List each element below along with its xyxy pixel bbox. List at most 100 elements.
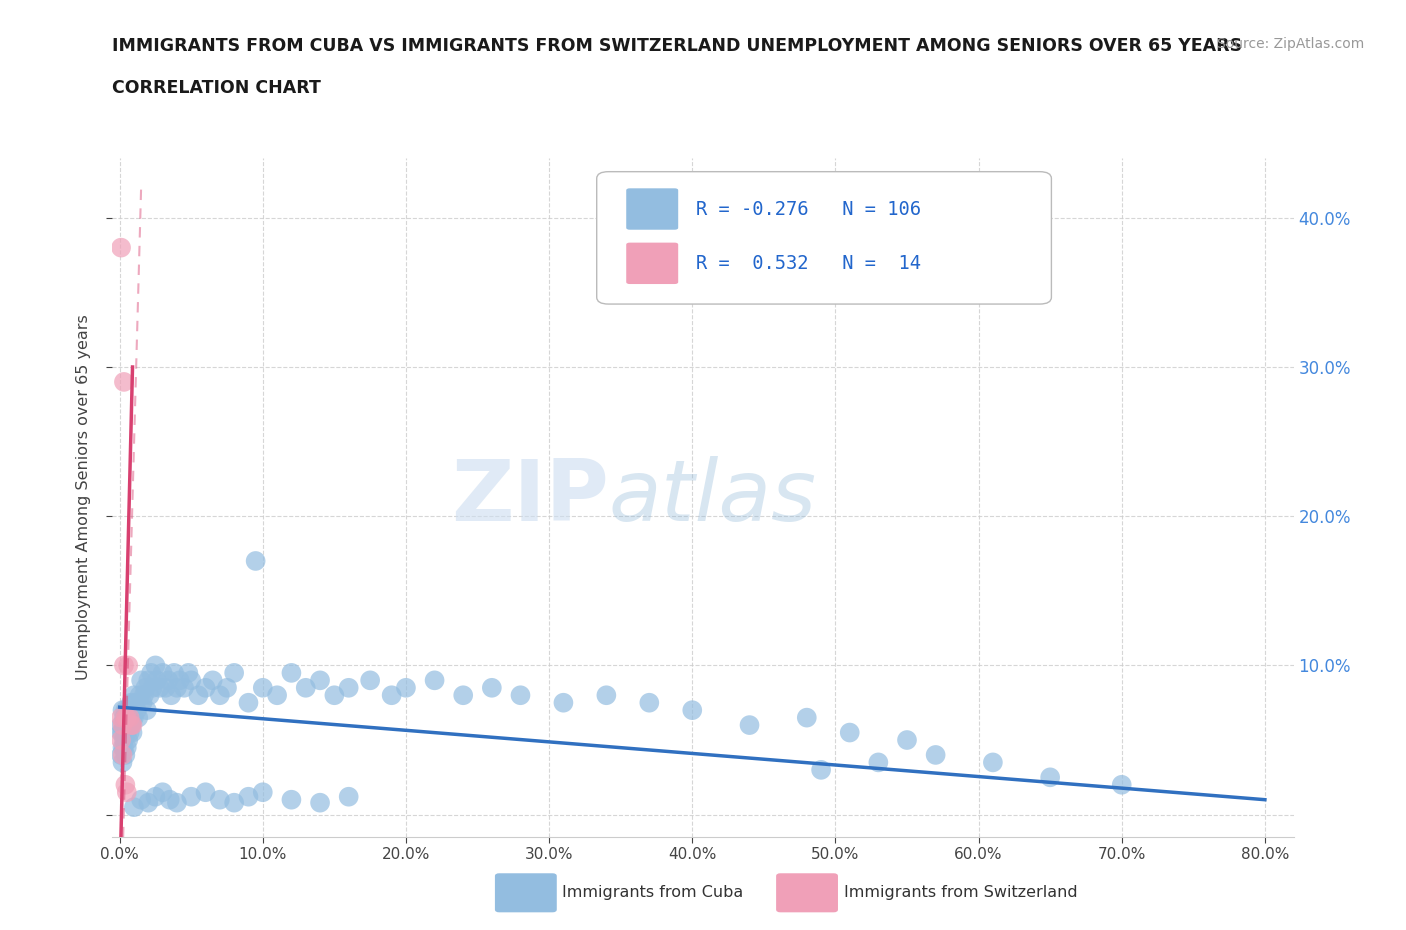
Point	[509, 688, 531, 703]
Point	[112, 375, 135, 390]
Point	[122, 800, 145, 815]
Point	[309, 795, 332, 810]
Point	[114, 703, 136, 718]
Point	[136, 673, 159, 688]
Point	[115, 711, 138, 725]
Point	[134, 681, 156, 696]
Point	[160, 688, 183, 703]
Point	[111, 725, 134, 740]
Point	[796, 711, 818, 725]
Point	[681, 703, 703, 718]
Point	[121, 711, 143, 725]
Point	[423, 673, 446, 688]
Text: CORRELATION CHART: CORRELATION CHART	[112, 79, 322, 97]
Point	[114, 711, 136, 725]
Point	[157, 673, 180, 688]
Point	[224, 666, 246, 681]
Point	[152, 666, 174, 681]
Point	[252, 785, 274, 800]
Point	[110, 718, 132, 733]
Point	[238, 790, 260, 804]
Point	[810, 763, 832, 777]
Point	[136, 795, 159, 810]
Point	[111, 718, 134, 733]
Point	[129, 673, 152, 688]
Point	[121, 725, 143, 740]
Point	[111, 740, 134, 755]
Text: Immigrants from Switzerland: Immigrants from Switzerland	[844, 885, 1077, 900]
Point	[127, 711, 149, 725]
Point	[122, 688, 145, 703]
Text: R = -0.276   N = 106: R = -0.276 N = 106	[696, 200, 921, 219]
Point	[169, 673, 191, 688]
Point	[149, 681, 172, 696]
Point	[111, 748, 134, 763]
Point	[115, 711, 138, 725]
Point	[145, 790, 167, 804]
Point	[309, 673, 332, 688]
Point	[337, 681, 360, 696]
Point	[120, 696, 142, 711]
Point	[110, 733, 132, 748]
Point	[173, 681, 195, 696]
Point	[110, 711, 132, 725]
Point	[120, 718, 142, 733]
Point	[132, 688, 155, 703]
Point	[111, 755, 134, 770]
Point	[180, 790, 202, 804]
Point	[120, 718, 142, 733]
Point	[252, 681, 274, 696]
Point	[280, 666, 302, 681]
FancyBboxPatch shape	[776, 873, 838, 912]
FancyBboxPatch shape	[596, 172, 1052, 304]
Text: Immigrants from Cuba: Immigrants from Cuba	[562, 885, 744, 900]
Point	[868, 755, 890, 770]
Point	[112, 740, 135, 755]
Point	[381, 688, 404, 703]
Point	[145, 658, 167, 672]
Point	[924, 748, 946, 763]
Point	[595, 688, 617, 703]
Point	[114, 777, 136, 792]
Point	[201, 673, 224, 688]
Point	[117, 658, 139, 672]
Point	[266, 688, 288, 703]
Point	[159, 792, 181, 807]
FancyBboxPatch shape	[495, 873, 557, 912]
Point	[118, 711, 141, 725]
Text: ZIP: ZIP	[451, 456, 609, 539]
Point	[245, 553, 267, 568]
Point	[1111, 777, 1133, 792]
Point	[114, 725, 136, 740]
Point	[110, 725, 132, 740]
Point	[395, 681, 418, 696]
Point	[238, 696, 260, 711]
Text: atlas: atlas	[609, 456, 817, 539]
Point	[139, 666, 162, 681]
Text: R =  0.532   N =  14: R = 0.532 N = 14	[696, 254, 921, 272]
Point	[166, 681, 188, 696]
Point	[337, 790, 360, 804]
Point	[112, 711, 135, 725]
Point	[115, 740, 138, 755]
Point	[896, 733, 918, 748]
Point	[152, 785, 174, 800]
Point	[112, 733, 135, 748]
Point	[194, 681, 217, 696]
Point	[838, 725, 860, 740]
Point	[180, 673, 202, 688]
Point	[359, 673, 381, 688]
Point	[115, 725, 138, 740]
Point	[118, 711, 141, 725]
Point	[187, 688, 209, 703]
Point	[166, 795, 188, 810]
Point	[121, 718, 143, 733]
Point	[114, 748, 136, 763]
Point	[224, 795, 246, 810]
Point	[451, 688, 474, 703]
Point	[122, 711, 145, 725]
Point	[138, 688, 160, 703]
Point	[117, 718, 139, 733]
Point	[142, 681, 165, 696]
Point	[125, 703, 148, 718]
